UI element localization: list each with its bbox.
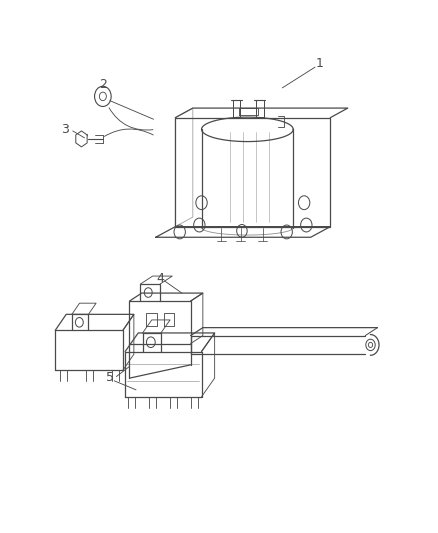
Text: 1: 1 <box>315 57 323 70</box>
Text: 2: 2 <box>99 78 107 91</box>
Text: 5: 5 <box>106 370 114 384</box>
Text: 4: 4 <box>156 272 164 285</box>
Text: 3: 3 <box>61 123 69 136</box>
